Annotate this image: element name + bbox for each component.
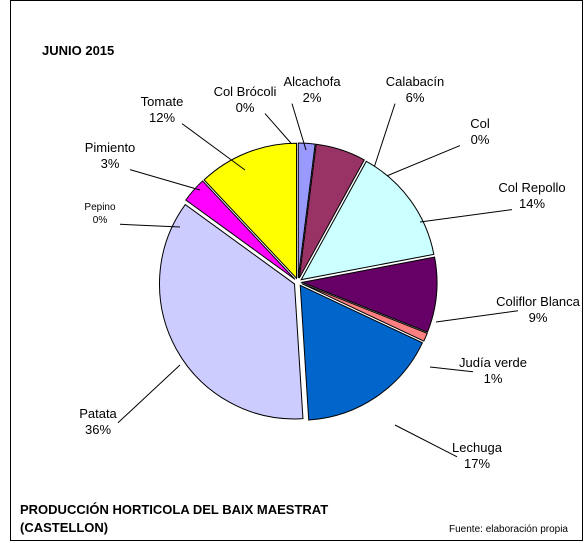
slice-value-label: 14% (519, 196, 545, 211)
slice-value-label: 0% (93, 215, 108, 226)
pie-slice (297, 142, 316, 279)
slice-label: Calabacín 6% (386, 74, 445, 105)
slice-category: Calabacín (386, 74, 445, 89)
leader-line (429, 366, 474, 373)
slice-category: Pepino (84, 202, 116, 213)
slice-label: Pepino 0% (84, 202, 116, 226)
pie-slice (300, 160, 435, 281)
pie-slice (203, 142, 298, 280)
pie-slice (185, 180, 296, 280)
slice-category: Col Brócoli (214, 84, 277, 99)
slice-value-label: 6% (406, 90, 425, 105)
slice-label: Pimiento 3% (85, 140, 136, 171)
slice-value-label: 12% (149, 110, 175, 125)
source: Fuente: elaboración propia (449, 524, 568, 535)
slice-value-label: 1% (484, 371, 503, 386)
slice-value-label: 2% (303, 90, 322, 105)
slice-label: Tomate 12% (141, 94, 184, 125)
leader-line (129, 169, 201, 191)
slice-value-label: 9% (529, 310, 548, 325)
leader-line (117, 364, 181, 424)
slice-label: Alcachofa 2% (283, 74, 341, 105)
slice-label: Lechuga 17% (452, 440, 503, 471)
slice-category: Col (470, 116, 490, 131)
slice-label: Coliflor Blanca 9% (496, 294, 581, 325)
slice-category: Patata (79, 406, 117, 421)
pie-slice (299, 284, 424, 421)
caption: (CASTELLON) (20, 520, 108, 535)
leader-line (119, 223, 181, 228)
leader-line (181, 123, 246, 171)
slice-category: Tomate (141, 94, 184, 109)
slice-value-label: 17% (464, 456, 490, 471)
slice-value-label: 3% (101, 156, 120, 171)
slice-label: Col Brócoli 0% (214, 84, 277, 115)
chart-title: JUNIO 2015 (42, 43, 114, 58)
slice-label: Patata 36% (79, 406, 117, 437)
leader-line (435, 310, 519, 323)
leader-line (291, 103, 307, 151)
slice-label: Col 0% (470, 116, 490, 147)
leader-line (419, 209, 513, 223)
slice-value-label: 0% (236, 100, 255, 115)
slice-value-label: 36% (85, 422, 111, 437)
slice-category: Coliflor Blanca (496, 294, 581, 309)
slice-category: Lechuga (452, 440, 503, 455)
caption: PRODUCCIÓN HORTICOLA DEL BAIX MAESTRAT (20, 502, 328, 517)
pie-slice (158, 203, 304, 420)
slice-category: Alcachofa (283, 74, 341, 89)
slice-category: Col Repollo (498, 180, 565, 195)
slice-category: Pimiento (85, 140, 136, 155)
pie-slice (301, 283, 428, 342)
slice-value-label: 0% (471, 132, 490, 147)
slice-label: Judía verde 1% (459, 355, 527, 386)
pie-slice (300, 256, 438, 333)
slice-label: Col Repollo 14% (498, 180, 565, 211)
leader-line (394, 424, 458, 458)
slice-category: Judía verde (459, 355, 527, 370)
pie-slice (298, 143, 365, 279)
